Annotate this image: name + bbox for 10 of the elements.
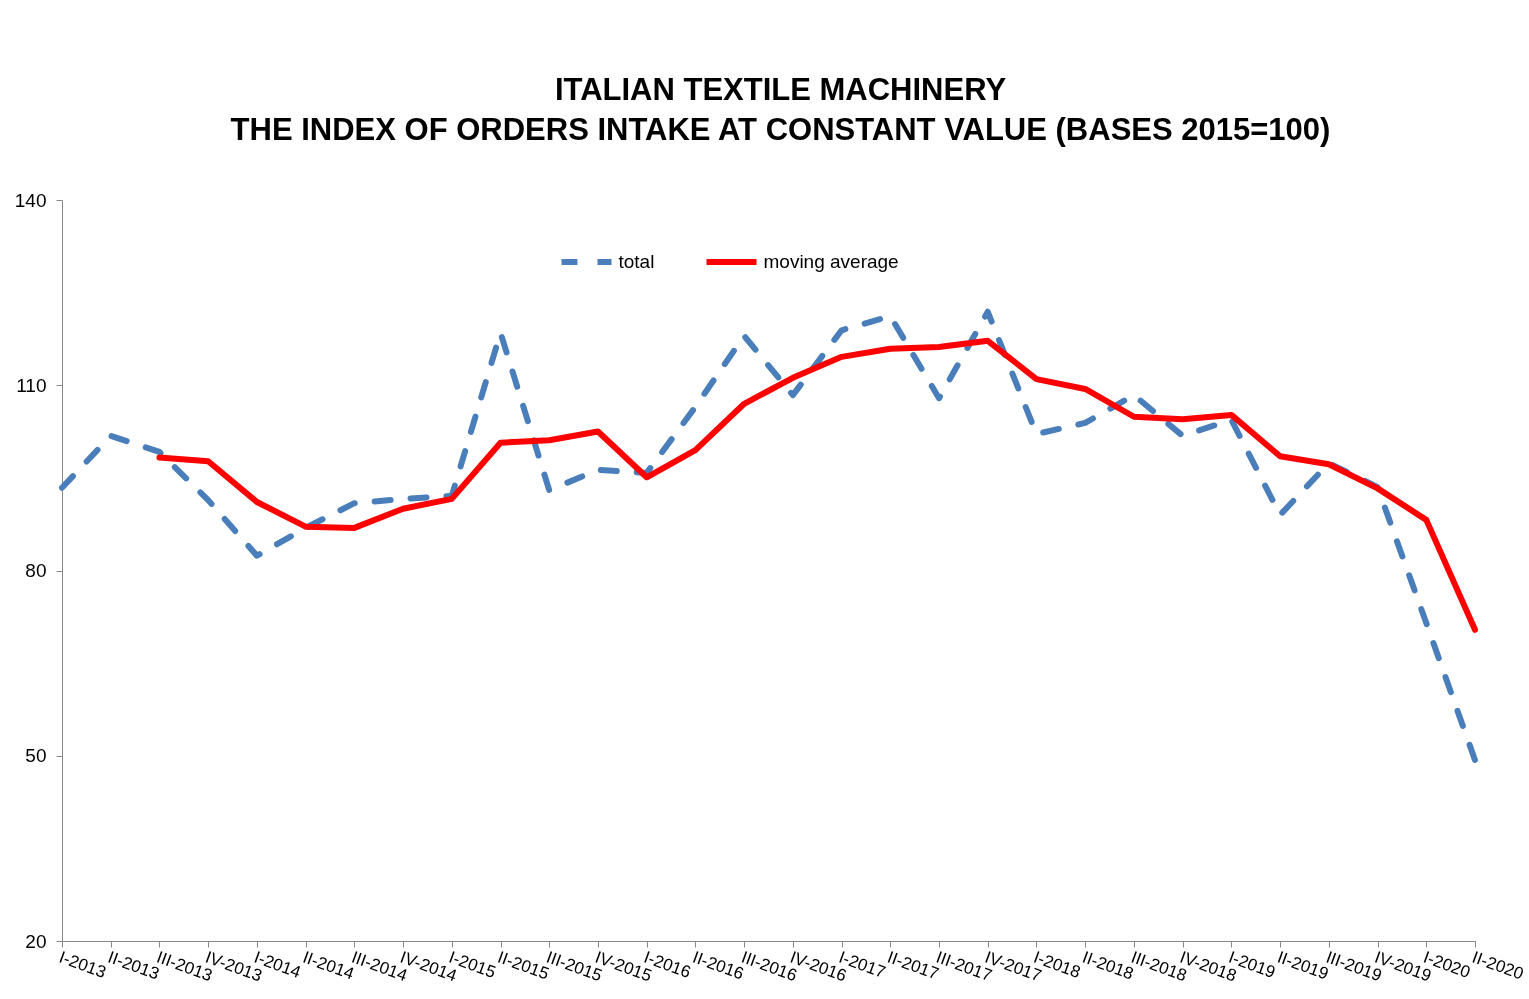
legend-label: total — [618, 251, 655, 272]
chart-title: ITALIAN TEXTILE MACHINERY THE INDEX OF ORDERS INTAKE AT CONSTANT VALUE (BASES 2015=100) — [230, 72, 1331, 147]
y-tick-label: 110 — [16, 374, 47, 396]
y-tick-label: 80 — [25, 560, 47, 581]
y-tick-label: 140 — [14, 189, 47, 211]
y-tick-label: 20 — [25, 930, 47, 952]
y-tick-label: 50 — [25, 745, 47, 767]
legend-label: moving average — [763, 251, 899, 272]
x-tick-label: I-2013 — [56, 947, 109, 982]
x-tick-label: II-2020 — [1469, 947, 1526, 984]
